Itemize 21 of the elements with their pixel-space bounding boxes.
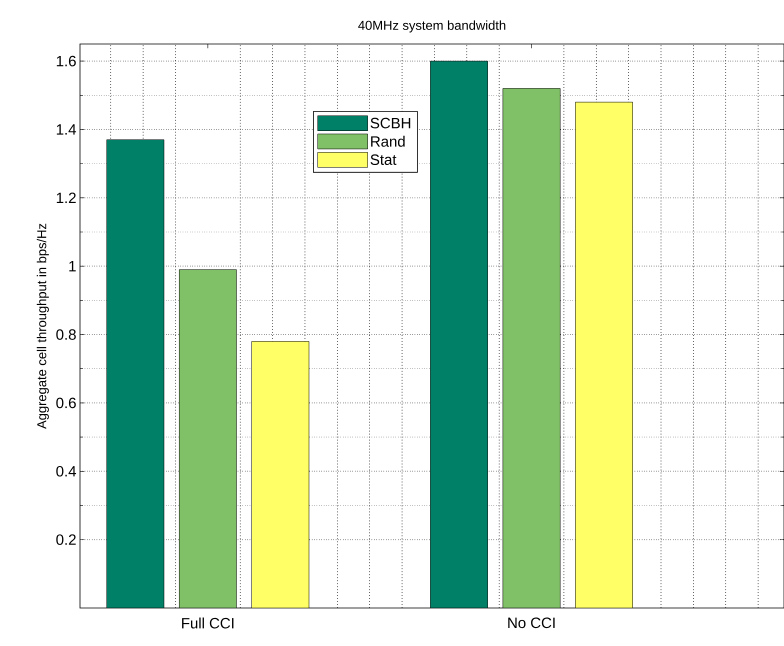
bar	[178, 269, 237, 608]
y-tick-label: 0.8	[56, 329, 76, 340]
legend-label: SCBH	[370, 118, 410, 128]
bar	[430, 60, 488, 608]
y-tick-label: 0.4	[56, 466, 76, 477]
bar	[575, 102, 633, 608]
y-tick-label: 1.6	[56, 56, 76, 66]
y-axis-title: Aggregate cell throughput in bps/Hz	[36, 224, 49, 429]
legend-label: Rand	[371, 136, 405, 147]
y-tick-label: 1.4	[56, 124, 76, 135]
chart-title: 40MHz system bandwidth	[358, 20, 506, 32]
legend-label: Stat	[370, 154, 396, 165]
bar	[502, 88, 560, 608]
bar	[106, 139, 164, 608]
y-tick-label: 1.2	[56, 192, 76, 204]
y-tick-label: 0.2	[56, 534, 76, 545]
y-tick-label: 0.6	[56, 398, 76, 408]
x-tick-label: No CCI	[508, 618, 555, 628]
x-tick-label: Full CCI	[182, 618, 234, 628]
bar	[251, 341, 310, 608]
y-tick-label: 1	[69, 261, 76, 272]
